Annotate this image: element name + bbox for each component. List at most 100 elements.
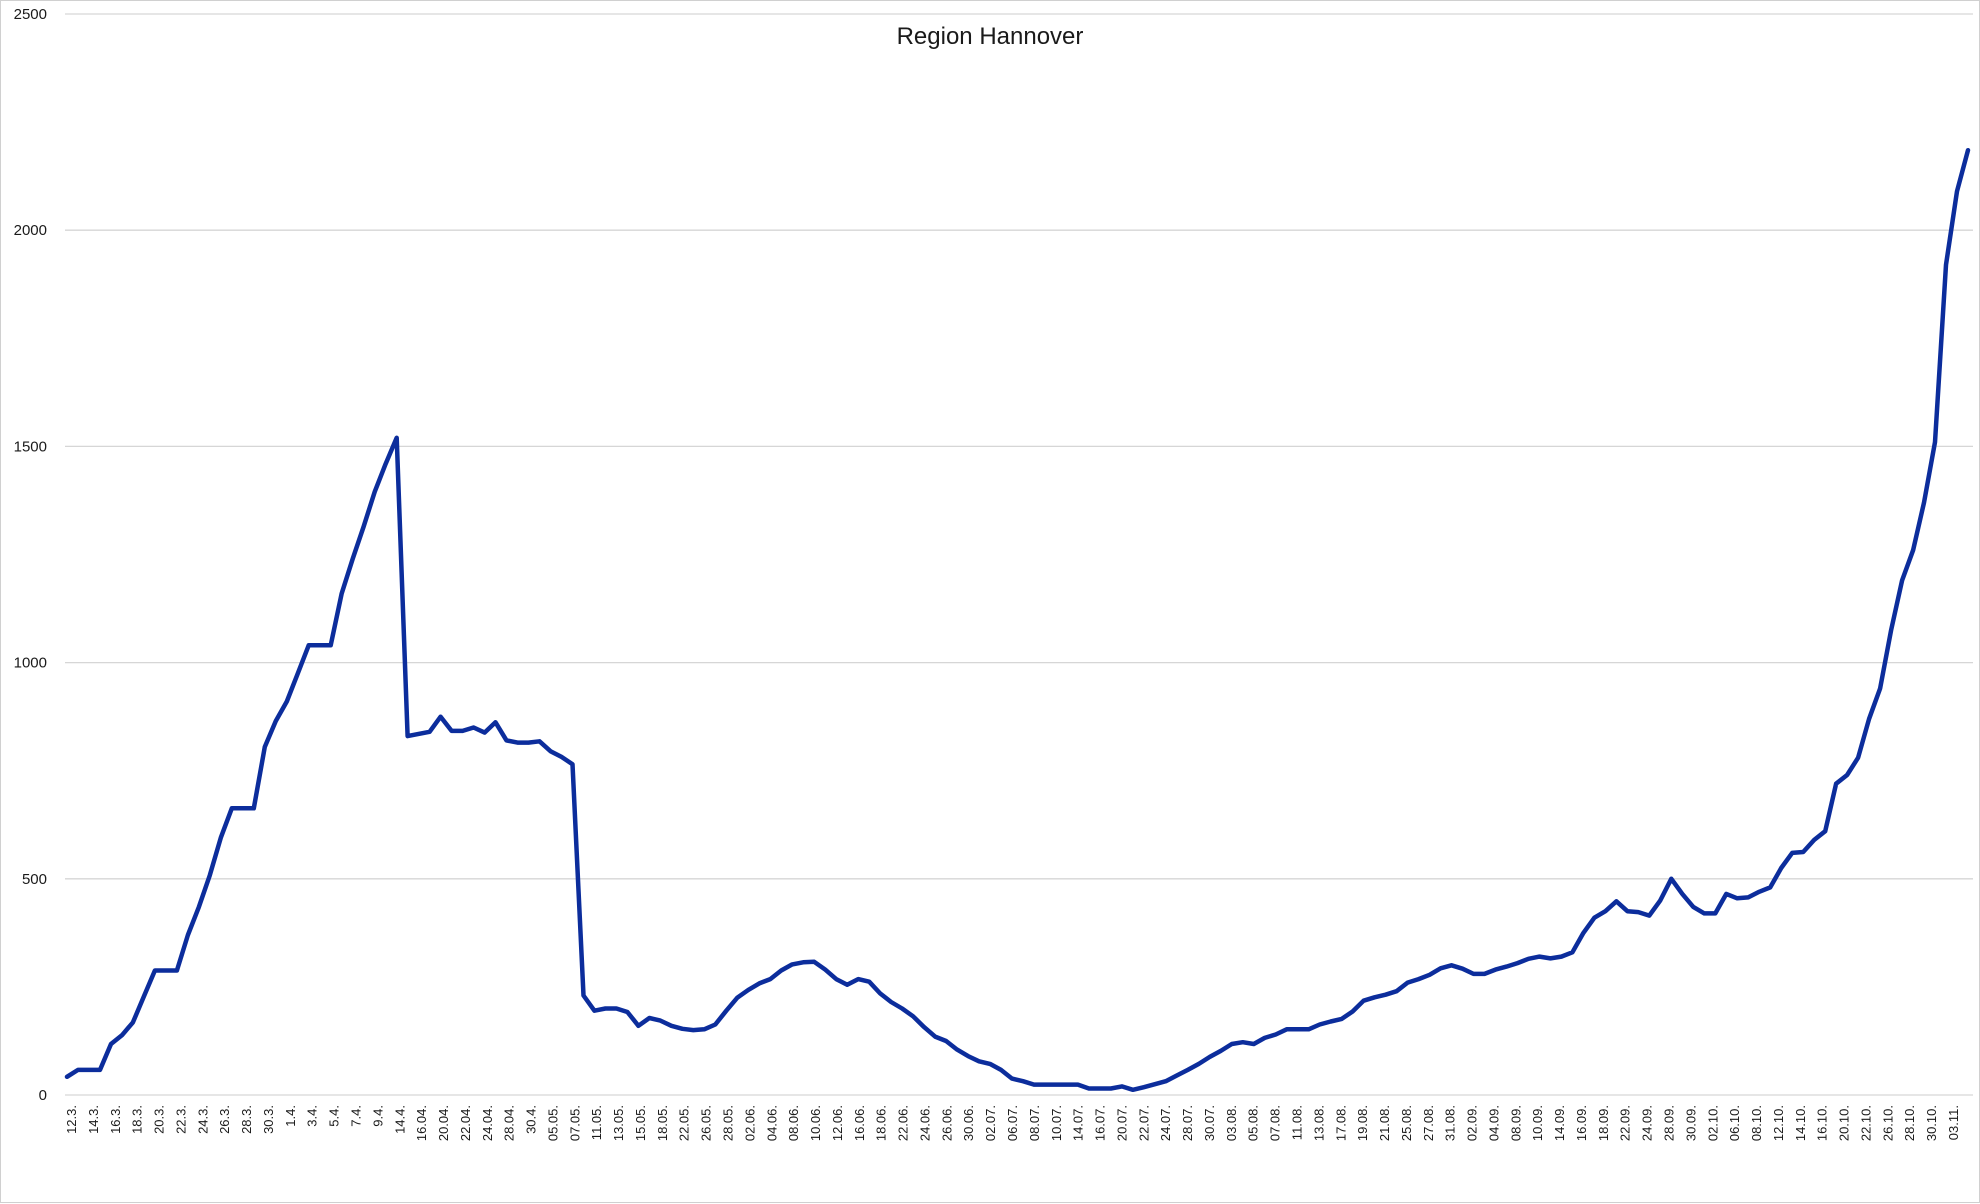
x-tick-label: 18.09.	[1596, 1105, 1611, 1141]
x-tick-label: 08.06.	[786, 1105, 801, 1141]
x-tick-label: 16.06.	[852, 1105, 867, 1141]
x-tick-label: 13.05.	[611, 1105, 626, 1141]
y-tick-label: 1000	[14, 655, 47, 672]
x-tick-label: 28.09.	[1662, 1105, 1677, 1141]
x-tick-label: 10.09.	[1530, 1105, 1545, 1141]
x-tick-label: 15.05.	[633, 1105, 648, 1141]
x-tick-label: 30.10.	[1924, 1105, 1939, 1141]
x-tick-label: 9.4.	[370, 1105, 385, 1127]
x-tick-label: 3.4.	[305, 1105, 320, 1127]
x-tick-label: 08.07.	[1027, 1105, 1042, 1141]
x-tick-label: 11.08.	[1289, 1105, 1304, 1140]
x-tick-label: 28.10.	[1902, 1105, 1917, 1141]
chart-title: Region Hannover	[897, 23, 1084, 50]
x-tick-label: 22.06.	[896, 1105, 911, 1141]
x-tick-label: 18.3.	[130, 1105, 145, 1134]
x-tick-label: 17.08.	[1333, 1105, 1348, 1141]
x-tick-label: 14.4.	[392, 1105, 407, 1134]
x-tick-label: 31.08.	[1443, 1105, 1458, 1141]
x-tick-label: 03.08.	[1224, 1105, 1239, 1141]
x-tick-label: 20.10.	[1837, 1105, 1852, 1141]
x-tick-label: 30.4.	[524, 1105, 539, 1134]
x-tick-label: 24.09.	[1640, 1105, 1655, 1141]
x-tick-label: 30.06.	[961, 1105, 976, 1141]
x-tick-label: 03.11.	[1946, 1105, 1961, 1140]
x-tick-label: 20.3.	[152, 1105, 167, 1134]
x-tick-label: 26.3.	[217, 1105, 232, 1134]
y-tick-label: 500	[22, 871, 47, 888]
x-tick-label: 14.10.	[1793, 1105, 1808, 1141]
x-tick-label: 07.05.	[567, 1105, 582, 1141]
x-tick-label: 26.06.	[939, 1105, 954, 1141]
x-tick-label: 21.08.	[1377, 1105, 1392, 1141]
x-tick-label: 24.04.	[480, 1105, 495, 1141]
x-tick-label: 16.07.	[1093, 1105, 1108, 1141]
x-tick-label: 28.04.	[502, 1105, 517, 1141]
x-tick-label: 05.05.	[545, 1105, 560, 1141]
x-tick-label: 22.05.	[677, 1105, 692, 1141]
x-tick-label: 12.3.	[64, 1105, 79, 1134]
x-tick-label: 11.05.	[589, 1105, 604, 1140]
x-tick-label: 30.3.	[261, 1105, 276, 1134]
x-tick-label: 22.3.	[173, 1105, 188, 1134]
x-tick-label: 7.4.	[348, 1105, 363, 1127]
series-lines	[64, 147, 1971, 1093]
x-tick-label: 14.07.	[1071, 1105, 1086, 1141]
x-tick-label: 30.07.	[1202, 1105, 1217, 1141]
x-tick-label: 25.08.	[1399, 1105, 1414, 1141]
x-tick-label: 02.06.	[742, 1105, 757, 1141]
y-axis-tick-labels: 0 500 1000 1500 2000 2500	[14, 6, 47, 1104]
x-tick-label: 22.09.	[1618, 1105, 1633, 1141]
x-tick-label: 22.04.	[458, 1105, 473, 1141]
y-tick-label: 1500	[14, 438, 47, 455]
x-tick-label: 1.4.	[283, 1105, 298, 1127]
x-tick-label: 12.10.	[1771, 1105, 1786, 1141]
x-tick-label: 07.08.	[1268, 1105, 1283, 1141]
x-tick-label: 22.07.	[1136, 1105, 1151, 1141]
x-tick-label: 10.07.	[1049, 1105, 1064, 1141]
x-tick-label: 16.10.	[1815, 1105, 1830, 1141]
x-tick-label: 06.07.	[1005, 1105, 1020, 1141]
gridlines	[65, 13, 1973, 1096]
x-tick-label: 16.09.	[1574, 1105, 1589, 1141]
x-tick-label: 28.3.	[239, 1105, 254, 1134]
x-tick-label: 04.06.	[764, 1105, 779, 1141]
y-tick-label: 0	[39, 1087, 47, 1104]
x-tick-label: 5.4.	[327, 1105, 342, 1127]
x-tick-label: 22.10.	[1858, 1105, 1873, 1141]
x-tick-label: 20.07.	[1114, 1105, 1129, 1141]
x-tick-label: 02.09.	[1465, 1105, 1480, 1141]
x-tick-label: 16.04.	[414, 1105, 429, 1141]
x-tick-label: 18.06.	[874, 1105, 889, 1141]
x-tick-label: 12.06.	[830, 1105, 845, 1141]
x-tick-label: 06.10.	[1727, 1105, 1742, 1141]
x-tick-label: 08.10.	[1749, 1105, 1764, 1141]
x-tick-label: 26.10.	[1880, 1105, 1895, 1141]
y-tick-label: 2000	[14, 222, 47, 239]
x-tick-label: 08.09.	[1508, 1105, 1523, 1141]
x-tick-label: 30.09.	[1683, 1105, 1698, 1141]
x-tick-label: 14.09.	[1552, 1105, 1567, 1141]
x-tick-label: 19.08.	[1355, 1105, 1370, 1141]
x-tick-label: 02.10.	[1705, 1105, 1720, 1141]
x-tick-label: 28.07.	[1180, 1105, 1195, 1141]
x-tick-label: 05.08.	[1246, 1105, 1261, 1141]
x-tick-label: 20.04.	[436, 1105, 451, 1141]
x-tick-label: 18.05.	[655, 1105, 670, 1141]
x-tick-label: 26.05.	[699, 1105, 714, 1141]
y-tick-label: 2500	[14, 6, 47, 23]
x-tick-label: 02.07.	[983, 1105, 998, 1141]
x-tick-label: 14.3.	[86, 1105, 101, 1134]
x-tick-label: 24.07.	[1158, 1105, 1173, 1141]
x-tick-label: 10.06.	[808, 1105, 823, 1141]
x-tick-label: 16.3.	[108, 1105, 123, 1134]
x-axis-tick-labels: 12.3. 14.3. 16.3. 18.3. 20.3. 22.3. 24.3. 26.3.…	[64, 1105, 1961, 1141]
x-tick-label: 13.08.	[1311, 1105, 1326, 1141]
x-tick-label: 28.05.	[721, 1105, 736, 1141]
x-tick-label: 24.3.	[195, 1105, 210, 1134]
x-tick-label: 27.08.	[1421, 1105, 1436, 1141]
x-tick-label: 04.09.	[1486, 1105, 1501, 1141]
series-line	[64, 147, 1971, 1093]
